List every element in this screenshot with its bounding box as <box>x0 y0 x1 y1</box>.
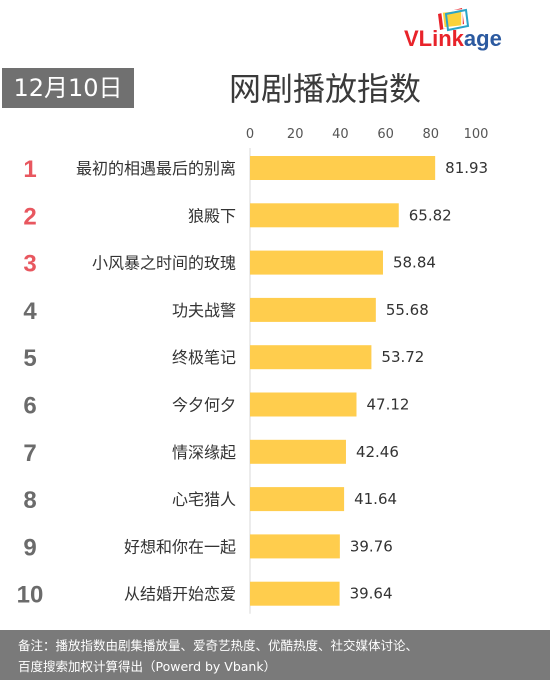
bar <box>250 203 399 228</box>
category-label: 从结婚开始恋爱 <box>124 585 236 604</box>
data-label: 53.72 <box>381 348 424 366</box>
category-label: 功夫战警 <box>172 301 236 320</box>
rank-number: 2 <box>23 203 36 230</box>
rank-number: 5 <box>23 345 36 372</box>
data-label: 58.84 <box>393 254 436 272</box>
x-tick-label: 60 <box>377 127 394 142</box>
bar <box>250 297 376 322</box>
logo-text: VLinkage <box>404 26 502 51</box>
category-label: 小风暴之时间的玫瑰 <box>92 254 236 273</box>
category-label: 狼殿下 <box>188 206 236 225</box>
bar <box>250 439 346 464</box>
data-label: 39.64 <box>350 585 393 603</box>
data-label: 65.82 <box>409 206 452 224</box>
x-tick-label: 40 <box>332 127 349 142</box>
x-tick-label: 100 <box>464 127 489 142</box>
rank-number: 4 <box>23 298 37 325</box>
bar <box>250 156 436 180</box>
rank-number: 3 <box>23 251 36 278</box>
x-tick-label: 0 <box>246 127 254 142</box>
chart-title: 网剧播放指数 <box>228 70 421 108</box>
date-badge: 12月10日 <box>2 68 134 108</box>
category-label: 今夕何夕 <box>172 396 236 415</box>
bar <box>250 345 372 370</box>
data-label: 47.12 <box>366 396 409 414</box>
data-label: 55.68 <box>386 301 429 319</box>
x-tick-label: 80 <box>423 127 440 142</box>
data-label: 39.76 <box>350 537 393 555</box>
rank-number: 10 <box>17 582 44 609</box>
data-label: 81.93 <box>445 159 488 177</box>
rank-number: 6 <box>23 393 36 420</box>
footer-line-2: 百度搜索加权计算得出（Powerd by Vbank） <box>18 659 277 674</box>
category-label: 情深缘起 <box>172 443 236 462</box>
bar <box>250 534 340 559</box>
vlinkage-logo: VLinkage <box>404 4 532 52</box>
bar <box>250 581 340 606</box>
data-label: 42.46 <box>356 443 399 461</box>
bar-chart: 0 20 40 60 80 100 81.93 最初的相遇最后的别离 1 65.82 狼殿下 2 58.… <box>17 127 489 614</box>
bar <box>250 487 345 512</box>
rank-number: 9 <box>23 534 36 561</box>
bar <box>250 250 383 275</box>
category-label: 心宅猎人 <box>172 490 236 509</box>
category-label: 终极笔记 <box>172 348 236 367</box>
bar <box>250 392 357 417</box>
logo-frames-icon <box>438 8 470 32</box>
category-label: 最初的相遇最后的别离 <box>76 159 236 178</box>
footer-note: 备注：播放指数由剧集播放量、爱奇艺热度、优酷热度、社交媒体讨论、 百度搜索加权计… <box>0 630 550 680</box>
rank-number: 1 <box>23 156 36 183</box>
category-label: 好想和你在一起 <box>124 537 236 556</box>
rank-number: 8 <box>23 487 36 514</box>
footer-line-1: 备注：播放指数由剧集播放量、爱奇艺热度、优酷热度、社交媒体讨论、 <box>18 638 419 653</box>
x-tick-label: 20 <box>287 127 304 142</box>
data-label: 41.64 <box>354 490 397 508</box>
rank-number: 7 <box>23 440 36 467</box>
